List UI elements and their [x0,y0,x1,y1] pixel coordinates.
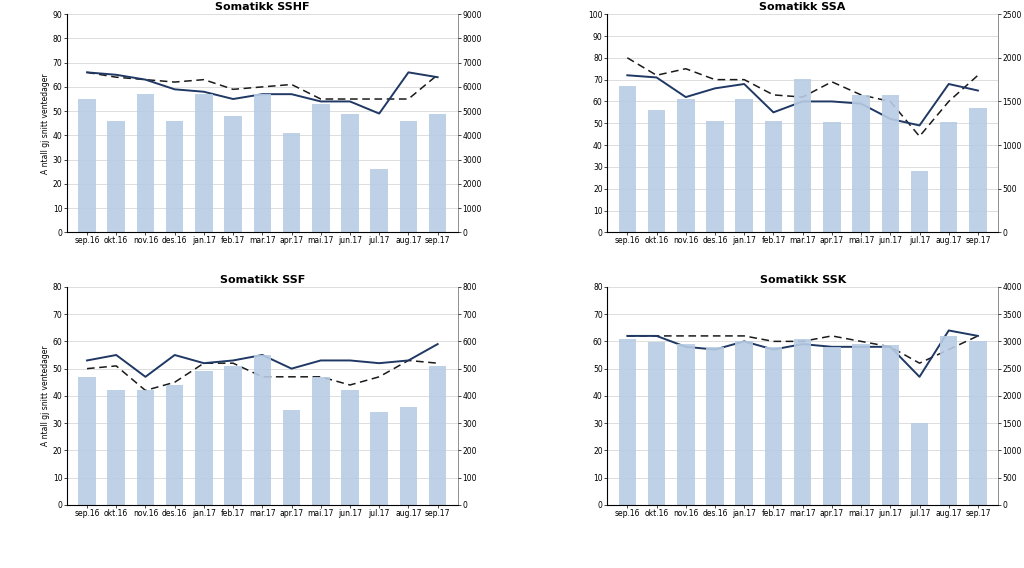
Bar [224,116,242,232]
Bar [735,341,753,505]
Bar [341,390,358,505]
Bar [882,95,899,232]
Bar [910,171,929,232]
Bar [940,122,957,232]
Bar [765,347,782,505]
Bar [429,366,446,505]
Bar [852,344,869,505]
Bar [78,377,96,505]
Bar [312,104,330,232]
Bar [108,121,125,232]
Title: Somatikk SSF: Somatikk SSF [220,275,305,285]
Bar [910,423,929,505]
Bar [940,336,957,505]
Bar [108,390,125,505]
Legend: Antall avviklede pasienter (høyre akse), Gj snitt antall dager avviklet alle pas: Antall avviklede pasienter (høyre akse),… [71,506,291,529]
Title: Somatikk SSHF: Somatikk SSHF [215,2,309,12]
Bar [283,410,300,505]
Bar [341,114,358,232]
Bar [707,120,724,232]
Bar [196,94,213,232]
Legend: Antall avviklede pasienter (høyre akse), Gj.snitt ventetid avv. pas. somatikk, G: Antall avviklede pasienter (høyre akse),… [71,233,310,256]
Bar [312,377,330,505]
Bar [136,94,155,232]
Bar [399,407,417,505]
Bar [648,343,666,505]
Y-axis label: A ntall gj snitt ventedager: A ntall gj snitt ventedager [41,345,50,446]
Bar [78,99,96,232]
Bar [648,110,666,232]
Bar [618,339,636,505]
Bar [677,99,694,232]
Bar [224,366,242,505]
Bar [882,345,899,505]
Bar [735,99,753,232]
Bar [166,121,183,232]
Bar [136,390,155,505]
Title: Somatikk SSK: Somatikk SSK [760,275,846,285]
Legend: Antall avviklede pasienter (høyre akse), Gj snitt antall dager avviklet alle pas: Antall avviklede pasienter (høyre akse),… [610,233,1008,248]
Bar [823,347,841,505]
Bar [166,385,183,505]
Legend: Antall avviklede pasienter (høyre akse), Gj snitt antall dager avviklet alle pas: Antall avviklede pasienter (høyre akse),… [610,506,1007,521]
Y-axis label: A ntall gj snitt ventedager: A ntall gj snitt ventedager [41,73,50,174]
Bar [677,344,694,505]
Bar [371,169,388,232]
Bar [823,122,841,232]
Bar [429,114,446,232]
Title: Somatikk SSA: Somatikk SSA [760,2,846,12]
Bar [399,121,417,232]
Bar [254,355,271,505]
Bar [794,339,811,505]
Bar [852,95,869,232]
Bar [969,108,987,232]
Bar [969,341,987,505]
Bar [371,412,388,505]
Bar [283,133,300,232]
Bar [765,120,782,232]
Bar [254,94,271,232]
Bar [707,347,724,505]
Bar [196,371,213,505]
Bar [794,79,811,232]
Bar [618,86,636,232]
